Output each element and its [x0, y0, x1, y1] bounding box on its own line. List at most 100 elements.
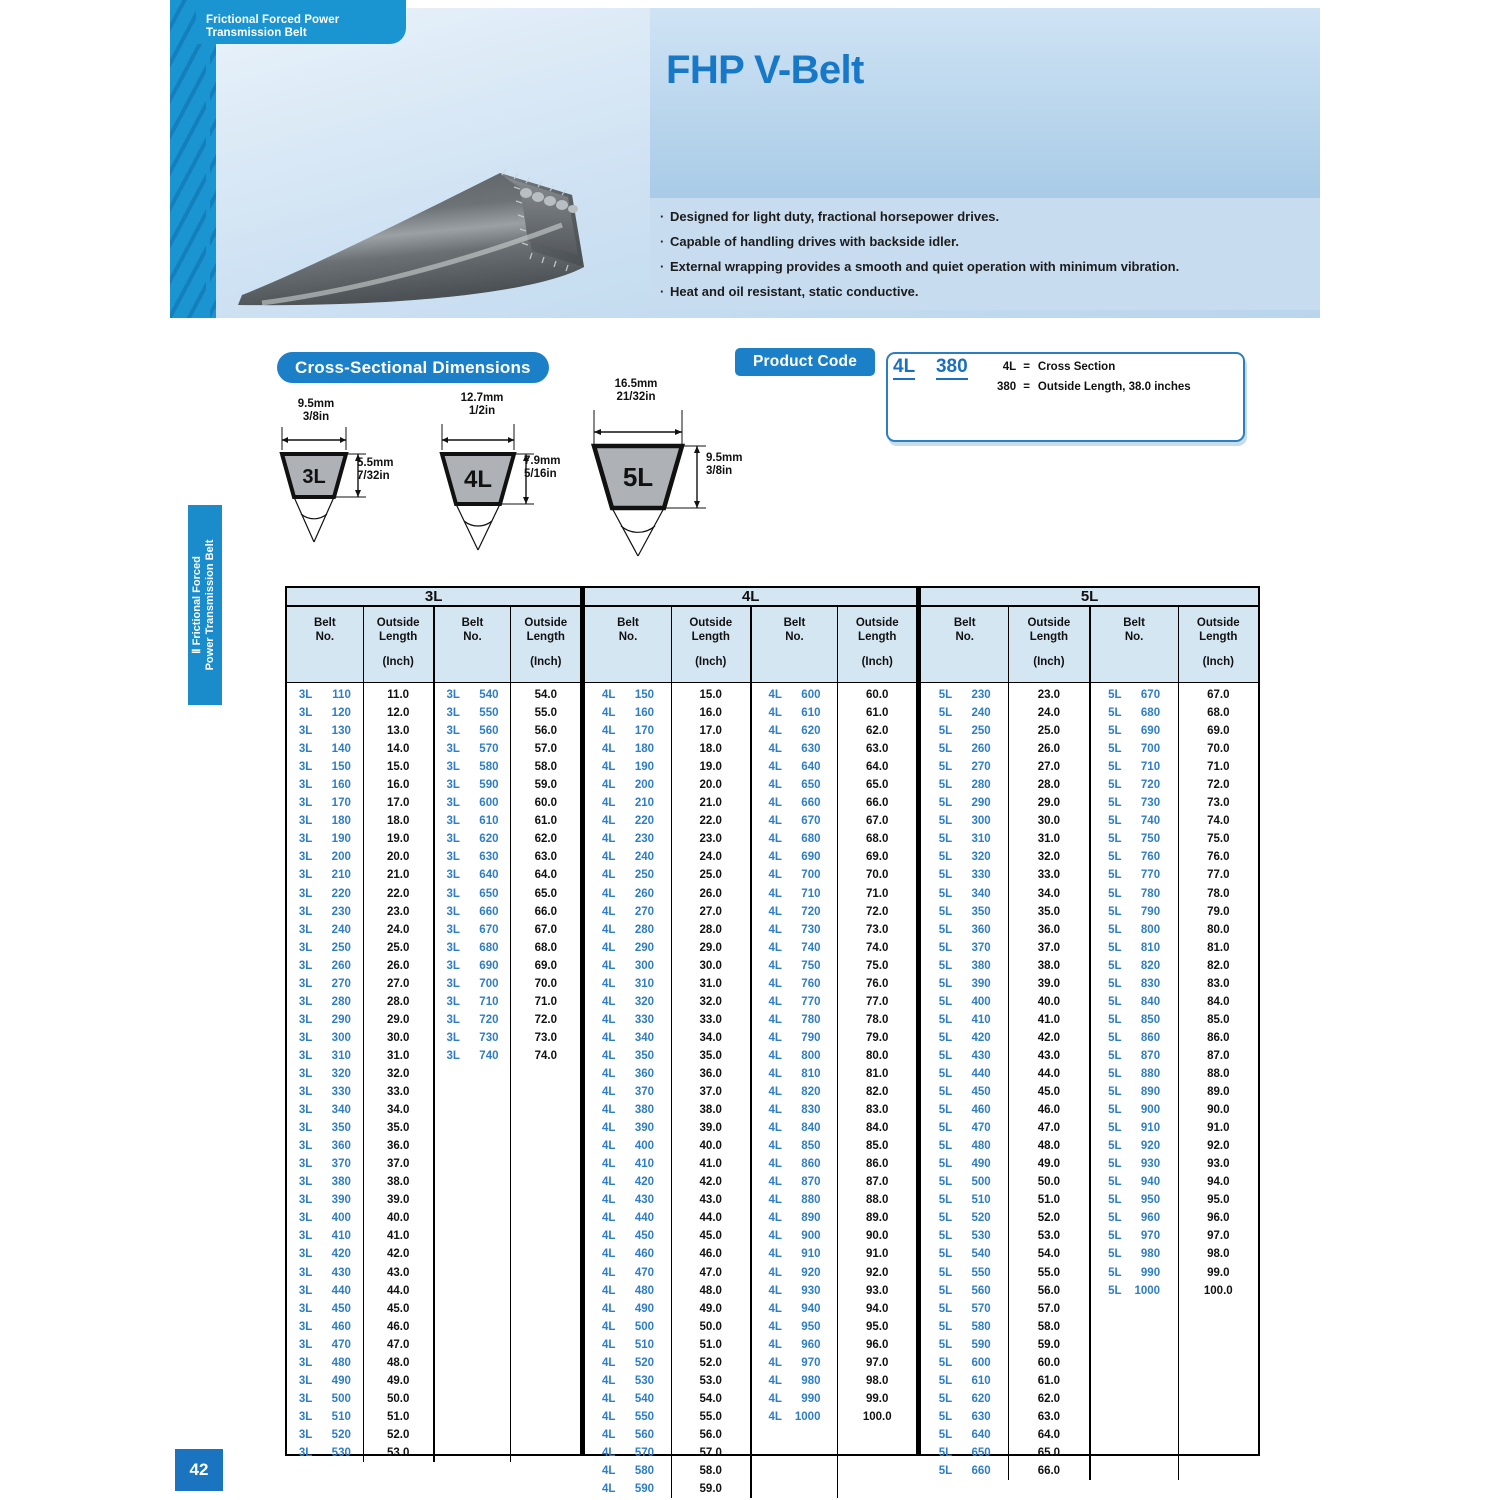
table-cell-belt-no: 3L 360 — [287, 1137, 363, 1155]
table-cell-outside-length: 15.0 — [699, 689, 722, 701]
belt-size: 730 — [801, 923, 821, 936]
table-cell-belt-no: 4L 560 — [585, 1426, 671, 1444]
table-cell-belt-no: 4L 730 — [752, 921, 838, 939]
belt-size: 190 — [331, 833, 351, 846]
page-number: 42 — [175, 1449, 223, 1491]
product-code-heading: Product Code — [735, 348, 876, 376]
belt-prefix: 4L — [602, 887, 616, 900]
belt-size: 160 — [634, 707, 654, 720]
table-cell-outside-length: 63.0 — [1037, 1410, 1061, 1423]
table-cell-outside-length: 29.0 — [699, 941, 722, 954]
belt-prefix: 3L — [446, 851, 460, 864]
side-tab: Ⅱ Frictional Forced Power Transmission Be… — [188, 505, 222, 705]
table-cell-outside-length: 65.0 — [1037, 1446, 1061, 1459]
table-cell-belt-no: 5L 930 — [1091, 1155, 1178, 1173]
belt-size: 470 — [331, 1338, 351, 1351]
belt-size: 220 — [331, 887, 351, 900]
table-cell-outside-length: 86.0 — [1207, 1031, 1230, 1044]
table-cell-outside-length: 55.0 — [534, 707, 557, 720]
belt-size: 270 — [331, 977, 351, 990]
outside-length-cells: 67.0 68.0 69.0 70.0 71.0 72.0 73.0 74.0 75.0 76.0… — [1179, 683, 1258, 1480]
table-cell-belt-no: 4L 160 — [585, 704, 671, 722]
belt-size: 650 — [971, 1446, 991, 1459]
table-cell-belt-no: 4L 970 — [752, 1354, 838, 1372]
table-cell-outside-length: 57.0 — [699, 1446, 722, 1459]
table-cell-outside-length: 26.0 — [1037, 743, 1061, 756]
table-cell-outside-length: 27.0 — [1037, 761, 1061, 774]
belt-prefix: 5L — [938, 815, 953, 828]
table-cell-belt-no: 3L 380 — [287, 1173, 363, 1191]
table-cell-belt-no: 5L 990 — [1091, 1264, 1178, 1282]
belt-prefix: 4L — [602, 707, 616, 720]
belt-prefix: 5L — [1108, 1140, 1122, 1153]
table-cell-belt-no: 4L 750 — [752, 957, 838, 975]
belt-no-cells: 3L 540 3L 550 3L 560 3L 570 3L 580 3L 590 3L 600 3L 610… — [435, 683, 511, 1462]
table-cell-belt-no: 5L 940 — [1091, 1173, 1178, 1191]
table-cell-outside-length: 99.0 — [866, 1392, 889, 1405]
belt-prefix: 4L — [602, 1410, 616, 1423]
xs-5l-diagram: 5L — [591, 410, 706, 557]
table-cell-belt-no: 5L 450 — [921, 1083, 1008, 1101]
table-cell-belt-no: 3L 160 — [287, 776, 363, 794]
table-cell-belt-no: 4L 860 — [752, 1155, 838, 1173]
table-cell-belt-no: 4L 600 — [752, 686, 838, 704]
belt-prefix: 3L — [298, 887, 313, 900]
belt-size: 260 — [971, 743, 991, 756]
table-subcolumn: Belt No. 5L 670 5L 680 5L 690 5L 700 5L 710 5L 720 5L 7… — [1088, 607, 1258, 1481]
belt-prefix: 3L — [446, 1013, 460, 1026]
belt-prefix: 4L — [602, 1320, 616, 1333]
table-cell-outside-length: 20.0 — [699, 779, 722, 792]
belt-size: 120 — [331, 707, 351, 720]
table-cell-outside-length: 79.0 — [1207, 905, 1230, 918]
table-cell-belt-no: 4L 950 — [752, 1318, 838, 1336]
belt-prefix: 3L — [298, 1158, 313, 1171]
belt-no-cells: 5L 230 5L 240 5L 250 5L 260 5L 270 5L 280 5L 290 5L 300… — [921, 683, 1008, 1480]
belt-prefix: 3L — [446, 761, 460, 774]
belt-size: 770 — [1140, 869, 1161, 882]
belt-prefix: 5L — [1108, 1031, 1122, 1044]
belt-size: 640 — [801, 761, 821, 774]
table-cell-outside-length: 47.0 — [386, 1338, 410, 1351]
table-cell-belt-no: 5L 530 — [921, 1227, 1008, 1245]
table-cell-outside-length: 49.0 — [1037, 1158, 1061, 1171]
legend-row: 4L = Cross Section — [997, 358, 1191, 376]
strip-divider — [206, 0, 210, 318]
belt-size: 710 — [1140, 761, 1161, 774]
header-unit: (Inch) — [1202, 656, 1234, 668]
table-cell-belt-no: 3L 400 — [287, 1209, 363, 1227]
legend-key: 4L — [1002, 361, 1017, 373]
belt-prefix: 3L — [446, 725, 460, 738]
belt-prefix: 5L — [1108, 725, 1122, 738]
table-cell-belt-no: 5L 880 — [1091, 1065, 1178, 1083]
table-cell-outside-length: 47.0 — [699, 1266, 722, 1279]
header-line: Belt — [617, 617, 639, 629]
belt-size: 660 — [971, 1465, 991, 1478]
table-cell-belt-no: 4L 770 — [752, 993, 838, 1011]
belt-size: 170 — [634, 725, 654, 738]
header-line: Outside — [1196, 617, 1240, 629]
belt-prefix: 4L — [768, 959, 782, 972]
belt-size: 950 — [801, 1320, 821, 1333]
belt-prefix: 4L — [768, 779, 782, 792]
table-cell-belt-no: 5L 310 — [921, 830, 1008, 848]
belt-size: 860 — [1140, 1031, 1161, 1044]
belt-size: 110 — [332, 689, 351, 701]
header-line: Length — [691, 631, 730, 643]
table-cell-belt-no: 3L 120 — [287, 704, 363, 722]
table-cell-belt-no: 3L 730 — [435, 1029, 511, 1047]
group-title: 4L — [585, 588, 917, 607]
table-cell-belt-no: 4L 640 — [752, 758, 838, 776]
belt-size: 640 — [971, 1428, 991, 1441]
belt-prefix: 4L — [768, 1158, 782, 1171]
belt-size: 880 — [801, 1194, 821, 1207]
belt-prefix: 4L — [602, 779, 616, 792]
table-cell-belt-no: 4L 230 — [585, 830, 671, 848]
table-cell-outside-length: 37.0 — [699, 1086, 722, 1099]
table-cell-outside-length: 30.0 — [699, 959, 722, 972]
belt-size: 610 — [971, 1374, 991, 1387]
belt-prefix: 4L — [768, 851, 782, 864]
belt-size: 290 — [331, 1013, 351, 1026]
xs-3l-width-label: 9.5mm 3/8in — [281, 398, 351, 424]
belt-prefix: 5L — [1108, 833, 1122, 846]
belt-no-column: Belt No. 4L 150 4L 160 4L 170 4L 180 4L 190 4L 200 4L 2… — [585, 607, 671, 1498]
